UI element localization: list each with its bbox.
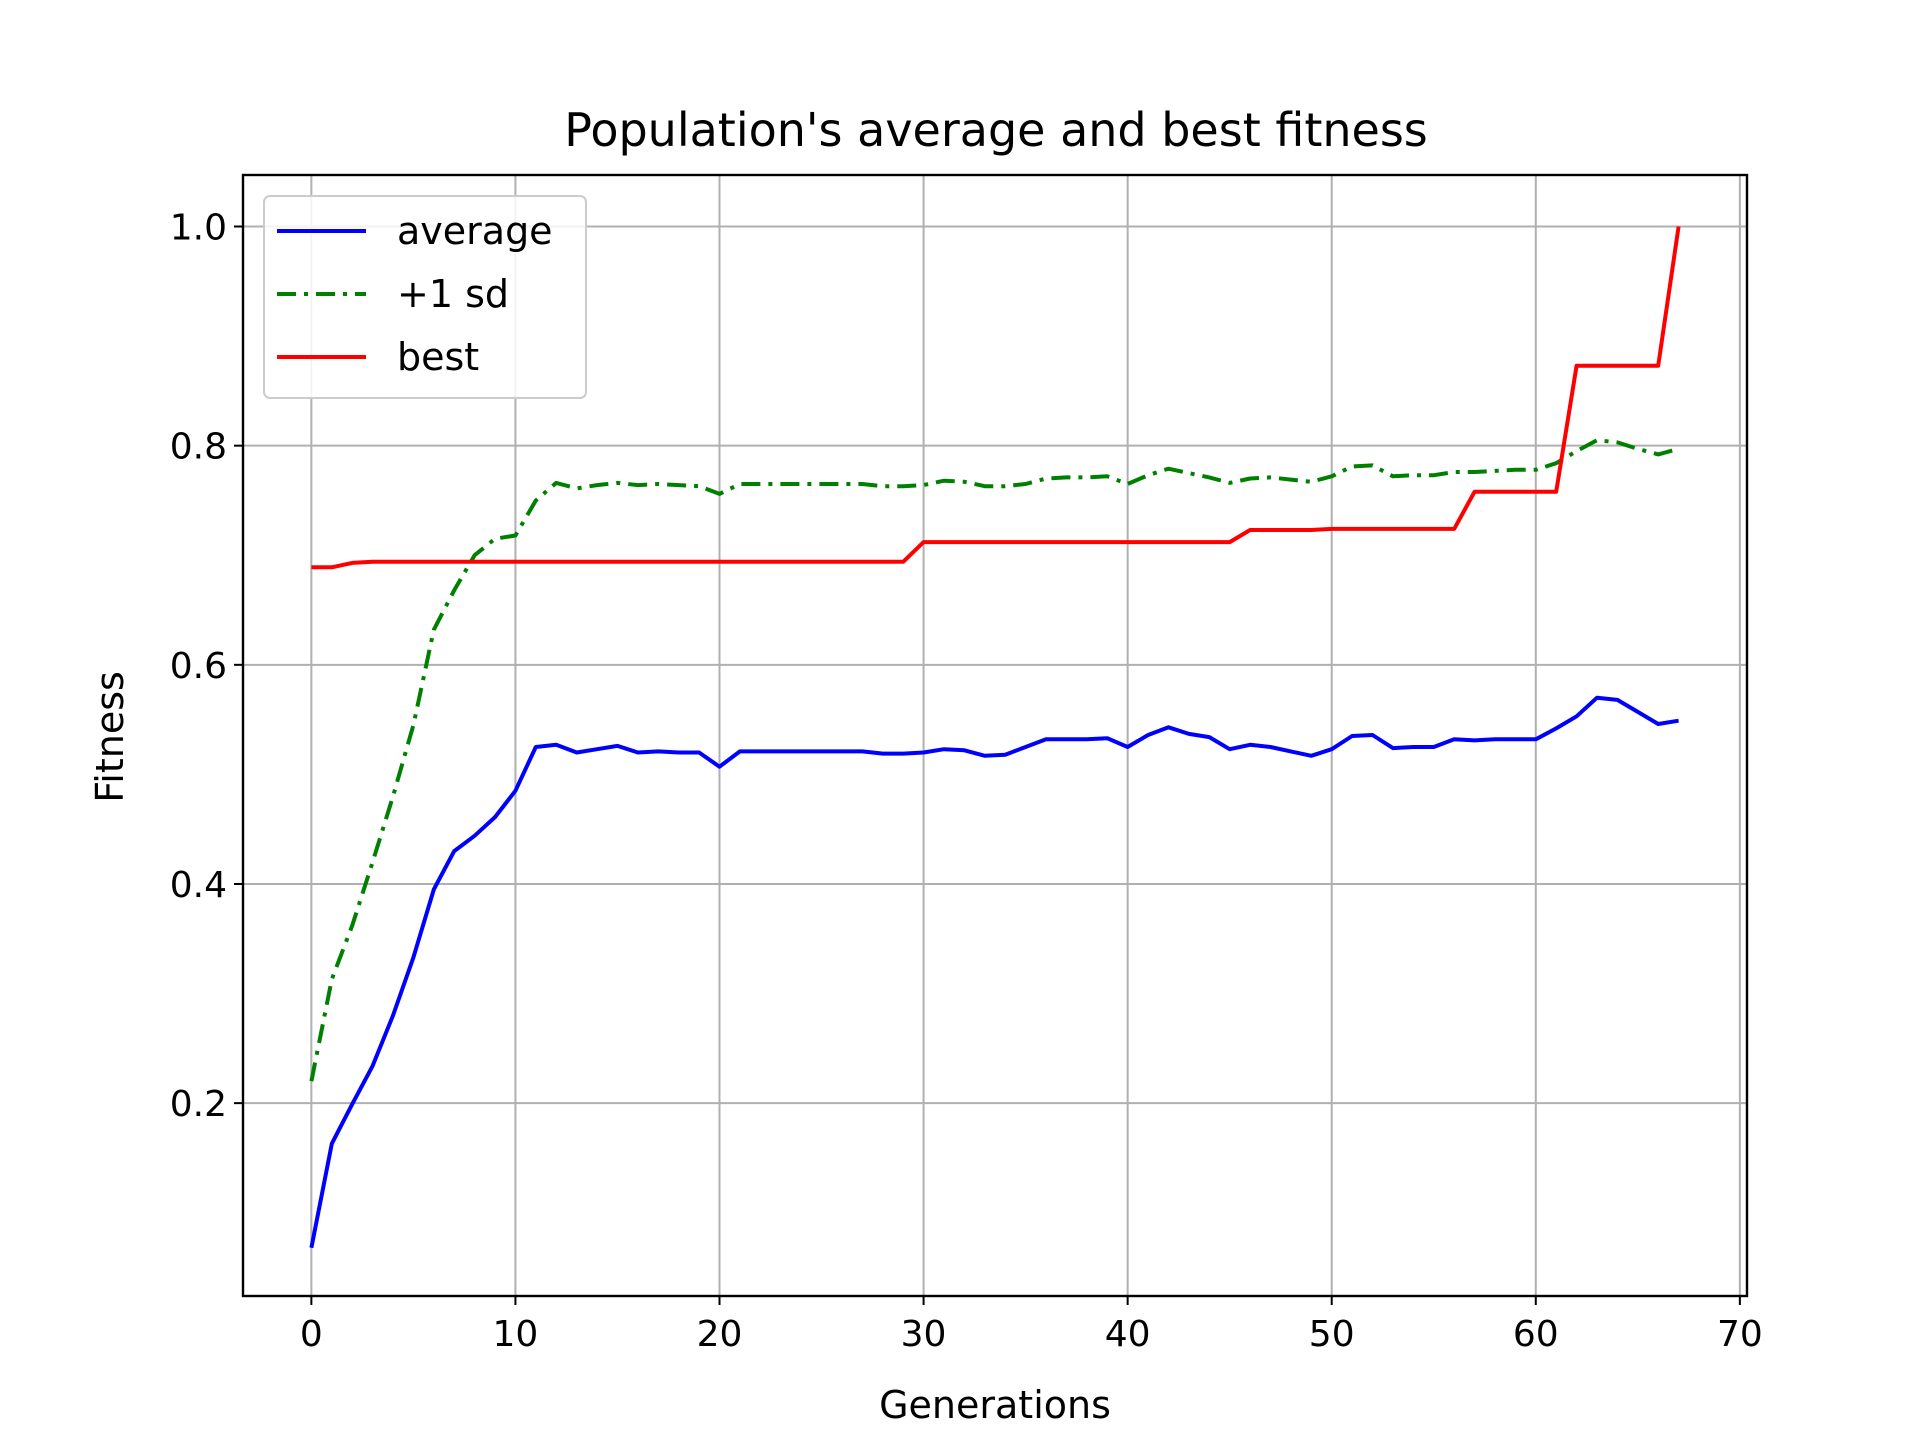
legend-label-1: +1 sd <box>397 272 509 316</box>
x-tick-label: 60 <box>1513 1314 1559 1355</box>
x-tick-label: 30 <box>901 1314 947 1355</box>
y-tick-label: 0.8 <box>170 427 227 468</box>
axis-ticks: 0 10 20 30 40 50 60 70 0.2 0.4 0.6 0.8 1.0 <box>170 208 1763 1355</box>
y-tick-label: 0.4 <box>170 865 227 906</box>
y-tick-label: 1.0 <box>170 208 227 249</box>
y-axis-label: Fitness <box>88 671 132 803</box>
legend-box <box>263 195 587 399</box>
x-axis-label: Generations <box>879 1383 1111 1427</box>
y-tick-label: 0.2 <box>170 1084 227 1125</box>
x-tick-label: 20 <box>697 1314 743 1355</box>
x-tick-label: 50 <box>1309 1314 1355 1355</box>
x-tick-label: 0 <box>300 1314 323 1355</box>
x-tick-label: 40 <box>1105 1314 1151 1355</box>
legend-label-2: best <box>397 335 479 379</box>
series-line-2 <box>311 226 1681 570</box>
y-tick-label: 0.6 <box>170 646 227 687</box>
x-tick-label: 10 <box>493 1314 539 1355</box>
x-tick-label: 70 <box>1717 1314 1763 1355</box>
legend: average +1 sd best <box>263 195 587 399</box>
plot-frame <box>241 173 1749 1298</box>
legend-label-0: average <box>397 209 553 253</box>
grid <box>243 175 1747 1296</box>
plot-lines <box>309 226 1681 1249</box>
chart-title: Population's average and best fitness <box>564 103 1428 157</box>
series-line-0 <box>309 695 1679 1249</box>
